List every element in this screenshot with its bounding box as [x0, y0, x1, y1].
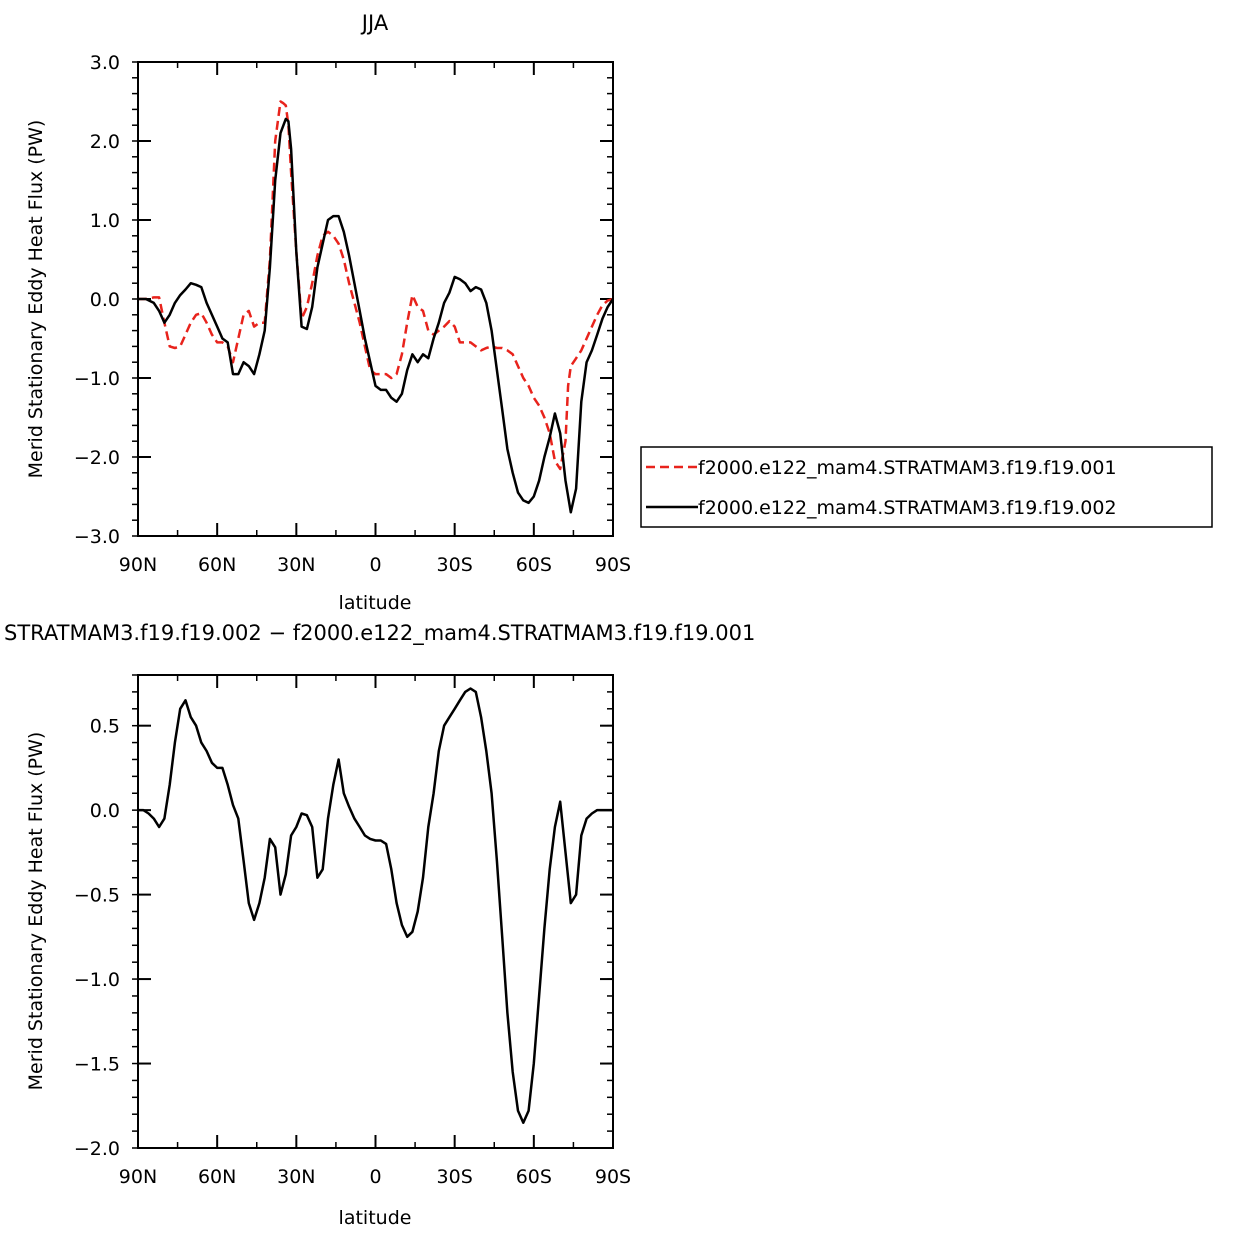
chart-title: STRATMAM3.f19.f19.002 − f2000.e122_mam4.… [4, 621, 755, 646]
y-tick-label: 1.0 [90, 210, 120, 232]
y-tick-labels: 3.0 2.0 1.0 0.0 −1.0 −2.0 −3.0 [74, 52, 120, 548]
x-tick-label: 0 [369, 554, 381, 576]
y-tick-label: 0.0 [90, 800, 120, 822]
x-tick-label: 60S [516, 1166, 552, 1188]
legend-box [640, 446, 1213, 528]
x-tick-label: 60S [516, 554, 552, 576]
y-tick-label: 3.0 [90, 52, 120, 74]
y-tick-label: −2.0 [74, 447, 120, 469]
x-axis-label: latitude [339, 1207, 412, 1229]
x-tick-label: 30S [437, 554, 473, 576]
y-tick-label: −1.0 [74, 969, 120, 991]
x-tick-labels: 90N 60N 30N 0 30S 60S 90S [119, 1166, 631, 1188]
x-tick-label: 60N [198, 554, 236, 576]
y-tick-label: 0.0 [90, 289, 120, 311]
y-axis-label: Merid Stationary Eddy Heat Flux (PW) [25, 120, 47, 479]
series-line-1 [138, 100, 614, 471]
y-tick-label: −3.0 [74, 526, 120, 548]
x-tick-label: 90N [119, 1166, 157, 1188]
y-tick-labels: 0.5 0.0 −0.5 −1.0 −1.5 −2.0 [74, 716, 120, 1160]
y-tick-label: −1.5 [74, 1054, 120, 1076]
x-tick-label: 90S [595, 1166, 631, 1188]
y-tick-label: −2.0 [74, 1138, 120, 1160]
x-tick-label: 90N [119, 554, 157, 576]
x-tick-label: 60N [198, 1166, 236, 1188]
x-tick-label: 90S [595, 554, 631, 576]
y-axis-label: Merid Stationary Eddy Heat Flux (PW) [25, 732, 47, 1091]
chart-difference: STRATMAM3.f19.f19.002 − f2000.e122_mam4.… [4, 621, 755, 1229]
series-lines [138, 100, 615, 514]
x-tick-label: 30S [437, 1166, 473, 1188]
series-line-2 [138, 117, 615, 514]
series-lines [138, 687, 613, 1124]
y-tick-label: −0.5 [74, 885, 120, 907]
x-tick-label: 0 [369, 1166, 381, 1188]
x-tick-labels: 90N 60N 30N 0 30S 60S 90S [119, 554, 631, 576]
y-tick-label: 2.0 [90, 131, 120, 153]
legend: f2000.e122_mam4.STRATMAM3.f19.f19.001 f2… [640, 446, 1213, 528]
x-axis-label: latitude [339, 592, 412, 614]
plot-frame [137, 674, 614, 1149]
y-tick-label: −1.0 [74, 368, 120, 390]
plot-frame [137, 61, 614, 537]
chart-title: JJA [360, 11, 389, 35]
y-tick-label: 0.5 [90, 716, 120, 738]
x-tick-label: 30N [277, 1166, 315, 1188]
legend-entry-series-2: f2000.e122_mam4.STRATMAM3.f19.f19.002 [698, 497, 1117, 519]
legend-entry-series-1: f2000.e122_mam4.STRATMAM3.f19.f19.001 [698, 457, 1117, 479]
series-line-1 [138, 687, 613, 1124]
chart-jja: JJA 3.0 2.0 1.0 0.0 −1.0 −2.0 −3.0 90N 60N 30N 0 3… [25, 11, 631, 614]
x-tick-label: 30N [277, 554, 315, 576]
